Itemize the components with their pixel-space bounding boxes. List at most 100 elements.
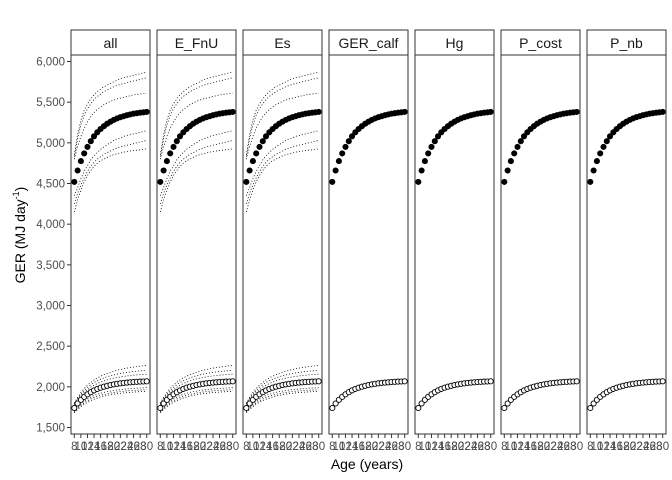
x-tick-label: 8	[501, 441, 507, 453]
panel-border	[500, 54, 581, 435]
uncertainty-line	[159, 365, 233, 404]
filled-point	[415, 178, 422, 185]
uncertainty-line	[160, 389, 233, 413]
uncertainty-line	[73, 92, 147, 160]
y-axis-title-close: )	[12, 187, 28, 192]
x-tick-label: 24	[551, 441, 564, 453]
y-axis: 1,500 2,000 2,500 3,000 3,500 4,000 4,500 5,000…	[36, 57, 71, 434]
x-tick-label: 22	[200, 441, 213, 453]
uncertainty-line	[73, 140, 147, 204]
uncertainty-line	[159, 92, 233, 160]
facet-strip	[70, 29, 151, 56]
open-point	[157, 404, 164, 412]
facet-strip-label: E_FnU	[175, 35, 219, 51]
filled-point	[176, 133, 184, 140]
x-tick-label: 10	[418, 441, 431, 453]
open-point	[160, 400, 167, 407]
x-tick-label: 10	[160, 441, 173, 453]
open-point	[587, 404, 594, 412]
uncertainty-line	[159, 387, 233, 412]
y-tick-label: 2,500	[36, 341, 65, 353]
filled-point	[342, 143, 349, 150]
filled-point	[514, 143, 521, 150]
filled-point	[345, 138, 352, 145]
uncertainty-line	[159, 148, 233, 213]
x-tick-label: 20	[365, 441, 378, 453]
filled-point	[262, 133, 270, 140]
uncertainty-line	[245, 71, 319, 156]
x-tick-label: 18	[445, 441, 458, 453]
x-tick-label: 26	[127, 441, 140, 453]
filled-point	[332, 167, 339, 174]
uncertainty-line	[73, 71, 147, 156]
filled-point	[163, 158, 170, 165]
y-tick-label: 4,500	[36, 179, 65, 191]
x-tick-label: 26	[643, 441, 656, 453]
x-tick-label: 14	[346, 441, 359, 453]
filled-point	[253, 150, 260, 157]
facet-strip	[328, 29, 409, 56]
x-tick-label: 24	[465, 441, 478, 453]
filled-point	[243, 178, 250, 185]
filled-point	[167, 150, 174, 157]
uncertainty-line	[246, 389, 319, 413]
filled-point	[74, 167, 81, 174]
uncertainty-line	[73, 373, 147, 405]
x-tick-label: 30	[398, 441, 411, 453]
panel-border	[242, 54, 323, 435]
y-tick-label: 3,000	[36, 300, 65, 312]
uncertainty-line	[74, 391, 147, 414]
x-tick-label: 22	[630, 441, 643, 453]
x-tick-label: 10	[332, 441, 345, 453]
x-tick-label: 28	[306, 441, 319, 453]
x-tick-label: 8	[415, 441, 421, 453]
uncertainty-line	[160, 391, 233, 414]
x-tick-label: 30	[570, 441, 583, 453]
x-tick-label: 10	[74, 441, 87, 453]
filled-point	[170, 143, 177, 150]
x-tick-label: 8	[71, 441, 77, 453]
facet-strip	[586, 29, 667, 56]
filled-point	[487, 108, 494, 115]
uncertainty-line	[73, 77, 147, 157]
filled-point	[348, 133, 356, 140]
x-tick-label: 8	[587, 441, 593, 453]
open-point	[415, 404, 422, 412]
open-point	[246, 400, 253, 407]
x-tick-label: 22	[372, 441, 385, 453]
filled-point	[418, 167, 425, 174]
x-tick-label: 20	[107, 441, 120, 453]
filled-point	[600, 143, 607, 150]
uncertainty-line	[159, 71, 233, 156]
filled-point	[597, 150, 604, 157]
y-tick-label: 4,000	[36, 219, 65, 231]
x-tick-label: 20	[451, 441, 464, 453]
x-tick-label: 26	[557, 441, 570, 453]
filled-point	[90, 133, 98, 140]
x-tick-label: 24	[293, 441, 306, 453]
filled-point	[606, 133, 614, 140]
x-tick-label: 16	[610, 441, 623, 453]
filled-point	[501, 178, 508, 185]
filled-point	[229, 108, 236, 115]
filled-point	[259, 138, 266, 145]
open-point	[659, 378, 666, 385]
x-tick-label: 12	[511, 441, 524, 453]
open-point	[329, 404, 336, 412]
open-point	[573, 378, 580, 385]
x-tick-label: 22	[114, 441, 127, 453]
uncertainty-line	[246, 391, 319, 414]
uncertainty-line	[73, 148, 147, 213]
facet-strip-label: Es	[274, 35, 290, 51]
open-point	[315, 378, 322, 385]
x-tick-label: 12	[81, 441, 94, 453]
open-point	[74, 400, 81, 407]
facet-strip-label: P_nb	[610, 35, 643, 51]
x-tick-label: 28	[478, 441, 491, 453]
facet-strip	[500, 29, 581, 56]
filled-point	[659, 108, 666, 115]
x-tick-label: 24	[121, 441, 134, 453]
uncertainty-line	[159, 130, 233, 196]
